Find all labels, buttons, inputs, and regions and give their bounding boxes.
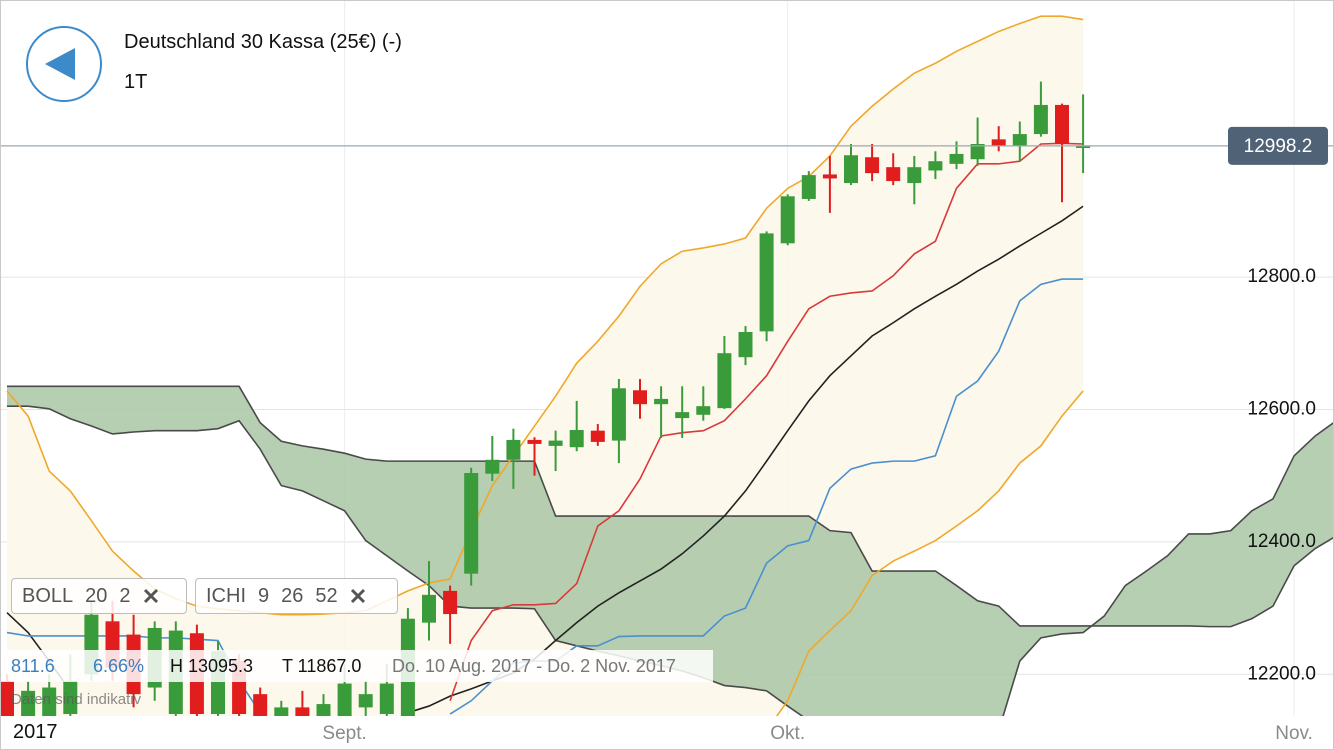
- x-axis-strip: [1, 716, 1333, 749]
- candle-body: [274, 707, 289, 716]
- candle-body: [337, 683, 352, 716]
- candle-body: [717, 353, 732, 409]
- period: Do. 10 Aug. 2017 - Do. 2 Nov. 2017: [392, 656, 676, 676]
- y-tick-label: 12600.0: [1247, 398, 1316, 419]
- back-arrow[interactable]: [45, 48, 75, 80]
- x-tick-label: Nov.: [1275, 723, 1313, 744]
- indicator-name: BOLL: [22, 584, 74, 607]
- candle-body: [316, 704, 331, 716]
- indicator-param: 20: [85, 584, 108, 607]
- period-high: H 13095.3: [170, 656, 254, 676]
- last-price-box: [1228, 126, 1328, 165]
- candle-body: [654, 398, 669, 405]
- candle-body: [970, 144, 985, 160]
- indicator-param: 52: [315, 584, 338, 607]
- candle-body: [991, 139, 1006, 146]
- last-price-label: 12998.2: [1244, 136, 1313, 157]
- candle-body: [42, 687, 57, 716]
- candle-body: [527, 439, 542, 444]
- candle-body: [569, 430, 584, 448]
- footnote: Daten sind indikativ: [11, 691, 142, 708]
- stats-bar: 811.6 6.66% H 13095.3 T 11867.0 Do. 10 A…: [1, 650, 713, 682]
- back-button[interactable]: [26, 26, 102, 102]
- candle-body: [928, 161, 943, 171]
- candle-body: [1012, 134, 1027, 146]
- indicator-line: [775, 390, 1084, 716]
- candle-body: [485, 459, 500, 474]
- candle-body: [1055, 104, 1069, 144]
- candle-body: [1076, 145, 1091, 148]
- x-tick-label: Sept.: [322, 723, 366, 744]
- candle-body: [21, 690, 36, 716]
- candle-body: [63, 680, 78, 715]
- candle-body: [548, 440, 563, 446]
- x-tick-label: Okt.: [770, 723, 805, 744]
- y-tick-label: 12400.0: [1247, 531, 1316, 552]
- candle-body: [422, 594, 436, 623]
- candle-body: [886, 167, 901, 182]
- range: 811.6: [11, 656, 55, 676]
- indicator-param: 26: [281, 584, 304, 607]
- candle-body: [801, 175, 816, 199]
- candle-body: [1, 680, 14, 716]
- indicator-param: 2: [119, 584, 131, 607]
- candle-body: [358, 694, 373, 708]
- candle-body: [590, 430, 605, 442]
- indicator-chip[interactable]: ICHI 9 26 52: [195, 578, 398, 614]
- candle-body: [443, 590, 458, 615]
- cloud-edge: [7, 385, 1333, 628]
- indicator-name: ICHI: [206, 584, 246, 607]
- candle-body: [907, 167, 922, 184]
- candle-body: [253, 694, 268, 716]
- candle-body: [822, 174, 837, 179]
- y-tick-label: 12200.0: [1247, 663, 1316, 684]
- candle-body: [633, 390, 647, 405]
- candle-body: [295, 707, 310, 716]
- candle-body: [1033, 104, 1048, 135]
- change: 6.66%: [93, 656, 145, 676]
- candle-body: [780, 196, 795, 244]
- candle-body: [696, 406, 711, 415]
- candle-body: [949, 153, 964, 164]
- remove-icon[interactable]: [350, 588, 366, 604]
- candle-body: [865, 157, 880, 174]
- start-label: 2017: [13, 721, 58, 743]
- candle-body: [844, 155, 858, 184]
- y-tick-label: 12800.0: [1247, 266, 1316, 287]
- indicator-chip[interactable]: BOLL 20 2: [11, 578, 187, 614]
- candle-body: [379, 683, 394, 715]
- candle-body: [675, 412, 690, 419]
- candle-body: [738, 332, 753, 358]
- candle-body: [464, 473, 479, 574]
- period-low: T 11867.0: [282, 656, 362, 676]
- candle-body: [506, 439, 521, 460]
- remove-icon[interactable]: [143, 588, 159, 604]
- candle-body: [611, 388, 626, 441]
- indicator-param: 9: [258, 584, 270, 607]
- interval: 1T: [124, 71, 148, 93]
- candle-body: [759, 233, 774, 332]
- instrument-title: Deutschland 30 Kassa (25€) (-): [124, 31, 402, 53]
- cloud-fill: [7, 386, 1333, 716]
